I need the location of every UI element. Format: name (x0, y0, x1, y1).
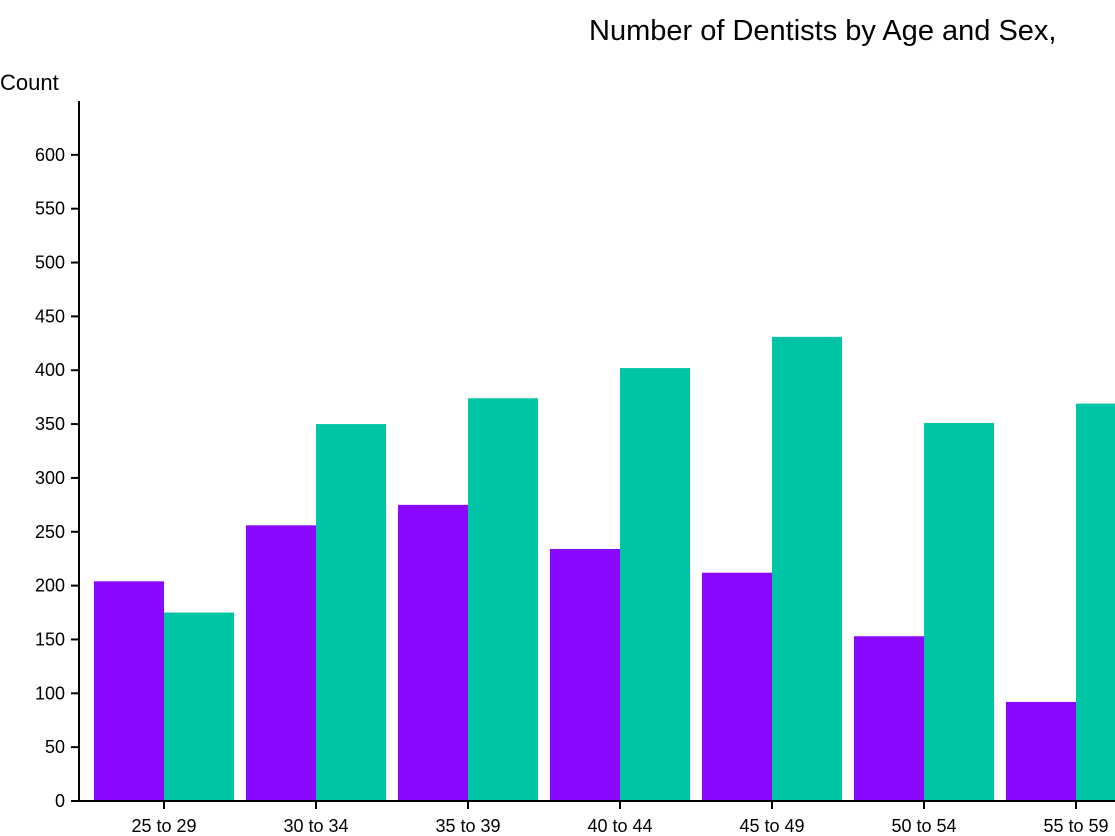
y-tick-label: 550 (35, 199, 65, 219)
bar-series-1-40-to-44 (550, 549, 620, 801)
bar-series-2-25-to-29 (164, 612, 234, 801)
bar-series-2-40-to-44 (620, 368, 690, 801)
y-tick-label: 50 (45, 737, 65, 757)
y-axis-label: Count (0, 70, 59, 95)
chart-title: Number of Dentists by Age and Sex, (589, 15, 1056, 47)
y-tick-label: 400 (35, 360, 65, 380)
y-tick-label: 500 (35, 253, 65, 273)
bar-series-2-55-to-59 (1076, 403, 1115, 801)
x-axis: 25 to 29 30 to 34 35 to 39 40 to 44 45 to 49… (79, 800, 1115, 836)
x-tick-label: 25 to 29 (131, 816, 196, 836)
x-tick-label: 35 to 39 (435, 816, 500, 836)
bar-series-2-50-to-54 (924, 423, 994, 801)
bar-series-2-30-to-34 (316, 424, 386, 801)
bar-series-1-45-to-49 (702, 572, 772, 801)
y-tick-label: 250 (35, 522, 65, 542)
bar-series-1-35-to-39 (398, 504, 468, 801)
y-tick-label: 150 (35, 629, 65, 649)
bar-series-1-55-to-59 (1006, 701, 1076, 801)
y-tick-label: 100 (35, 683, 65, 703)
x-tick-label: 45 to 49 (739, 816, 804, 836)
x-tick-label: 40 to 44 (587, 816, 652, 836)
bar-series-2-45-to-49 (772, 336, 842, 801)
bar-series-1-30-to-34 (246, 525, 316, 801)
y-tick-label: 0 (55, 791, 65, 811)
bar-series-2-35-to-39 (468, 398, 538, 801)
bar-series-1-50-to-54 (854, 636, 924, 801)
bars-group (94, 336, 1115, 801)
y-tick-label: 350 (35, 414, 65, 434)
y-tick-label: 600 (35, 145, 65, 165)
y-tick-label: 300 (35, 468, 65, 488)
y-axis: 0 50 100 150 200 250 300 350 400 450 500 550 600 (35, 101, 80, 811)
y-tick-label: 450 (35, 306, 65, 326)
x-tick-label: 50 to 54 (891, 816, 956, 836)
x-tick-label: 30 to 34 (283, 816, 348, 836)
y-tick-label: 200 (35, 576, 65, 596)
x-tick-label: 55 to 59 (1043, 816, 1108, 836)
bar-series-1-25-to-29 (94, 581, 164, 801)
